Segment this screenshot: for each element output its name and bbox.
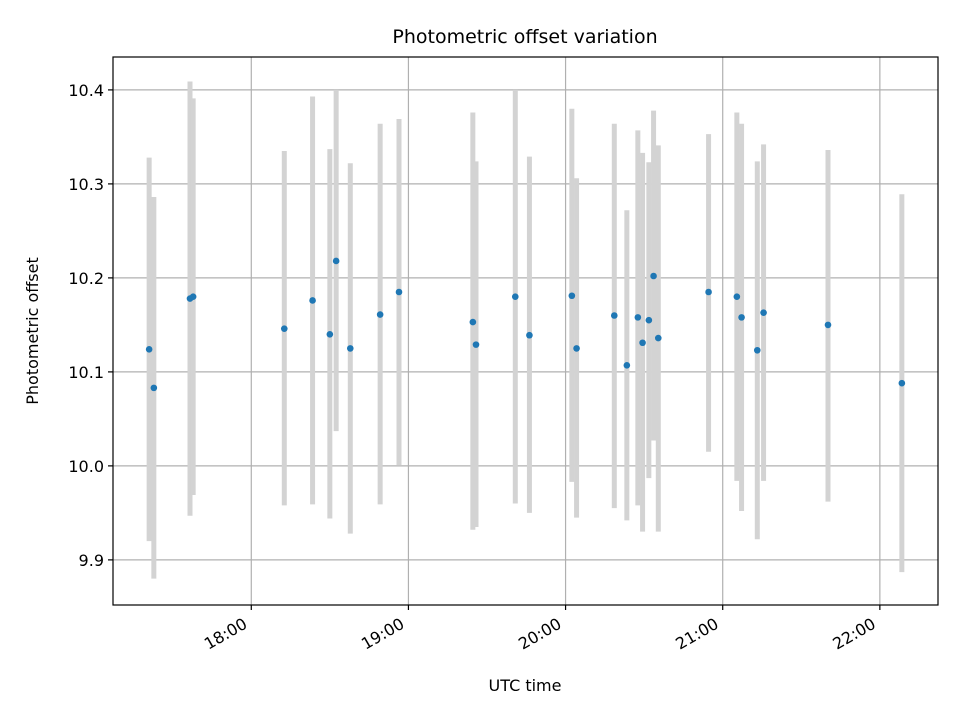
- y-tick-label-3: 10.2: [68, 269, 104, 288]
- data-point-6: [326, 330, 334, 338]
- data-point-5: [309, 297, 316, 304]
- y-tick-label-0: 9.9: [79, 551, 104, 570]
- data-point-26: [738, 314, 745, 321]
- y-tick-label-4: 10.3: [68, 175, 104, 194]
- data-point-29: [824, 321, 832, 329]
- data-point-17: [610, 312, 618, 319]
- x-tick-label-4: 22:00: [829, 614, 878, 654]
- y-axis-ticks: 9.9 10.0 10.1 10.2 10.3 10.4: [68, 81, 113, 570]
- grid-lines: [113, 57, 938, 605]
- y-tick-label-5: 10.4: [68, 81, 104, 100]
- data-point-3: [189, 293, 197, 300]
- data-point-16: [573, 345, 580, 352]
- plot-frame: [112, 56, 939, 606]
- data-point-22: [650, 272, 657, 280]
- error-bars: [146, 81, 905, 579]
- x-axis-label: UTC time: [489, 676, 562, 695]
- data-point-27: [753, 346, 761, 354]
- x-axis-ticks: 18:00 19:00 20:00 21:00 22:00: [201, 605, 881, 654]
- data-point-25: [733, 293, 741, 300]
- data-point-18: [623, 362, 631, 369]
- data-point-13: [511, 293, 519, 300]
- x-tick-label-1: 19:00: [358, 614, 407, 654]
- chart-title: Photometric offset variation: [392, 26, 657, 48]
- data-point-10: [395, 288, 403, 296]
- data-point-4: [280, 325, 288, 332]
- data-point-12: [472, 341, 480, 348]
- data-point-24: [705, 288, 712, 296]
- data-point-19: [634, 314, 642, 321]
- x-tick-label-0: 18:00: [201, 614, 250, 654]
- data-point-7: [332, 257, 340, 265]
- y-axis-label: Photometric offset: [23, 257, 42, 405]
- data-point-8: [346, 345, 354, 352]
- data-point-1: [150, 384, 158, 392]
- data-point-20: [639, 339, 646, 347]
- data-point-23: [654, 334, 662, 342]
- data-point-0: [145, 346, 153, 353]
- y-tick-label-1: 10.0: [68, 457, 104, 476]
- data-point-30: [898, 379, 906, 387]
- x-tick-label-2: 20:00: [515, 614, 564, 654]
- data-points: [145, 257, 906, 392]
- y-tick-label-2: 10.1: [68, 363, 104, 382]
- data-point-14: [526, 331, 533, 339]
- data-point-9: [376, 311, 384, 318]
- x-tick-label-3: 21:00: [672, 614, 721, 654]
- data-point-11: [469, 318, 477, 326]
- data-point-15: [568, 292, 576, 300]
- data-point-21: [645, 316, 653, 324]
- data-point-28: [760, 309, 767, 316]
